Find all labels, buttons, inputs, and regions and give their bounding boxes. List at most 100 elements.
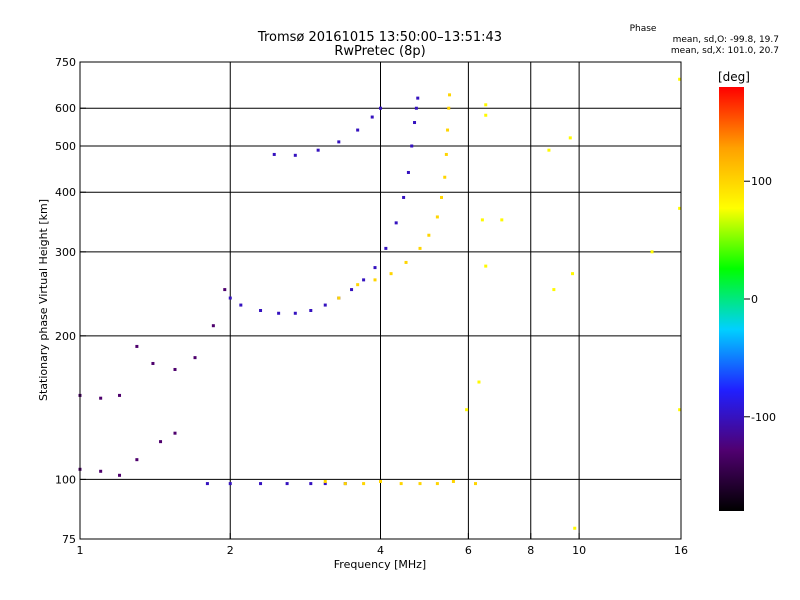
data-point [573,526,577,530]
data-point [205,482,209,486]
data-point [337,296,341,300]
colorbar [719,87,744,511]
data-points [78,77,682,530]
y-tick-label: 300 [55,246,76,259]
data-point [309,482,313,486]
data-point [228,482,232,486]
data-point [394,221,398,225]
data-point [118,393,122,397]
colorbar-tick-label: 0 [751,293,758,306]
data-point [418,482,422,486]
data-point [362,482,366,486]
data-point [414,106,418,110]
data-point [370,115,374,119]
data-point [228,296,232,300]
data-point [416,96,420,100]
y-tick-label: 400 [55,186,76,199]
data-point [678,206,682,210]
data-point [151,361,155,365]
data-point [373,266,377,270]
x-tick-label: 1 [77,544,84,557]
data-point [173,431,177,435]
data-point [406,170,410,174]
data-point [484,113,488,117]
data-point [173,367,177,371]
y-tick-label: 750 [55,56,76,69]
data-point [418,246,422,250]
y-tick-label: 200 [55,330,76,343]
data-point [484,103,488,107]
x-tick-label: 16 [674,544,688,557]
data-point [211,324,215,328]
x-axis-label: Frequency [MHz] [334,558,426,571]
data-point [337,140,341,144]
data-point [135,458,139,462]
colorbar-label: [deg] [718,70,750,84]
data-point [500,218,504,222]
grid-lines [80,62,681,539]
y-tick-label: 75 [62,533,76,546]
y-axis-label: Stationary phase Virtual Height [km] [37,199,50,401]
colorbar-tick-label: 100 [751,175,772,188]
y-tick-label: 500 [55,140,76,153]
data-point [239,303,243,307]
data-point [678,408,682,412]
data-point [99,396,103,400]
data-point [465,408,469,412]
data-point [323,482,327,486]
data-point [223,288,227,292]
data-point [99,469,103,473]
chart-title: Tromsø 20161015 13:50:00–13:51:43 [257,30,502,45]
data-point [451,479,455,483]
data-point [410,144,414,148]
data-point [443,175,447,179]
data-point [444,152,448,156]
data-point [402,195,406,199]
data-point [356,283,360,287]
data-point [435,482,439,486]
x-tick-label: 4 [377,544,384,557]
data-point [480,218,484,222]
data-point [272,152,276,156]
data-point [356,128,360,132]
data-point [316,148,320,152]
data-point [285,482,289,486]
colorbar-tick-label: -100 [751,411,776,424]
data-point [159,440,163,444]
data-point [343,482,347,486]
data-point [379,479,382,483]
stats-x-line: mean, sd,X: 101.0, 20.7 [671,46,779,56]
stats-heading: Phase [630,24,657,34]
data-point [446,128,450,132]
data-point [135,344,139,348]
data-point [350,288,354,292]
data-point [547,148,551,152]
y-tick-label: 600 [55,102,76,115]
data-point [293,311,297,315]
data-point [118,473,122,477]
data-point [384,246,388,250]
data-point [473,482,477,486]
data-point [389,272,393,276]
x-tick-label: 8 [527,544,534,557]
data-point [323,479,327,483]
data-point [413,121,417,125]
data-point [259,308,263,312]
data-point [427,233,431,237]
data-point [362,278,366,282]
data-point [435,215,439,219]
data-point [373,278,377,282]
x-tick-label: 6 [465,544,472,557]
data-point [447,106,451,110]
x-tick-label: 2 [227,544,234,557]
colorbar-ticks: 100 0 -100 [744,175,776,424]
data-point [309,308,313,312]
y-tick-label: 100 [55,473,76,486]
data-point [477,380,481,384]
data-point [259,482,263,486]
data-point [552,288,556,292]
chart-subtitle: RwPretec (8p) [334,44,425,59]
data-point [650,250,654,254]
data-point [568,136,572,140]
